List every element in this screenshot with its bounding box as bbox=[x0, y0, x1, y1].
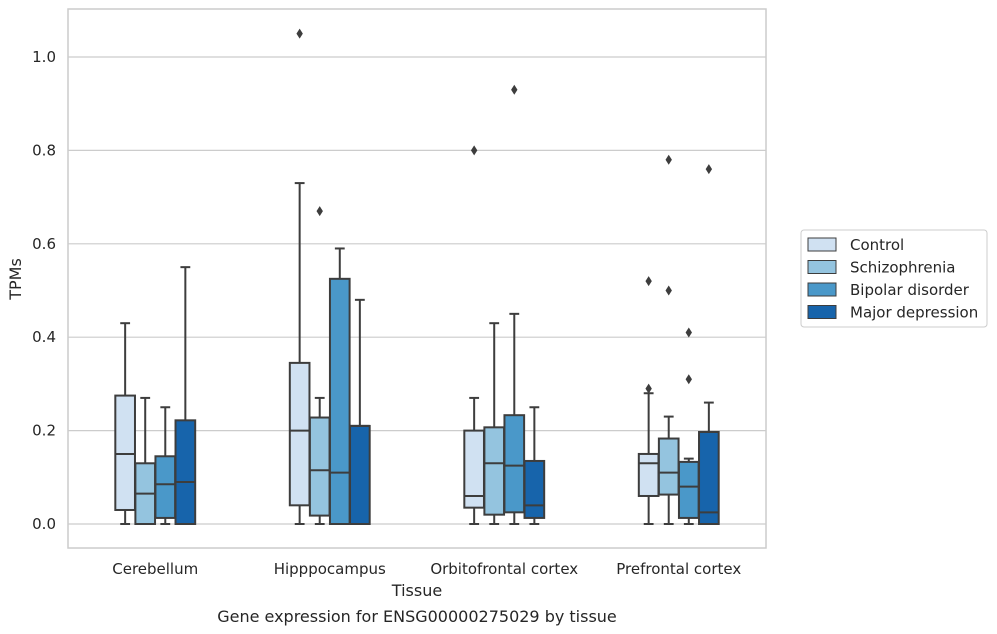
iqr-box bbox=[483, 426, 506, 516]
x-tick-labels: Cerebellum Hipppocampus Orbitofrontal cort… bbox=[112, 560, 741, 578]
iqr-box bbox=[523, 459, 546, 519]
iqr-box bbox=[154, 455, 177, 519]
y-tick-label: 0.0 bbox=[32, 515, 56, 533]
legend-swatch bbox=[807, 260, 837, 274]
iqr-box bbox=[308, 416, 331, 517]
outlier-point bbox=[296, 28, 303, 39]
box-3-3 bbox=[698, 164, 720, 526]
plot-frame bbox=[67, 8, 767, 549]
legend: Control Schizophrenia Bipolar disorder Majo… bbox=[800, 229, 988, 328]
outlier-point bbox=[511, 84, 518, 95]
boxes bbox=[114, 28, 720, 526]
x-axis-label: Tissue bbox=[391, 581, 442, 600]
box-1-2 bbox=[328, 247, 351, 526]
iqr-box bbox=[637, 452, 660, 497]
y-tick-label: 0.6 bbox=[32, 235, 56, 253]
x-tick-label: Cerebellum bbox=[112, 560, 198, 578]
y-tick-label: 1.0 bbox=[32, 48, 56, 66]
iqr-box bbox=[698, 431, 720, 526]
box-3-0 bbox=[637, 276, 660, 525]
iqr-box bbox=[174, 419, 197, 525]
y-axis-label: TPMs bbox=[6, 258, 25, 301]
y-tick-labels: 0.0 0.2 0.4 0.6 0.8 1.0 bbox=[32, 48, 56, 533]
box-3-2 bbox=[677, 327, 700, 525]
box-2-1 bbox=[483, 322, 506, 525]
box-1-3 bbox=[349, 298, 371, 525]
outlier-point bbox=[685, 327, 692, 338]
outlier-point bbox=[316, 206, 323, 217]
iqr-box bbox=[288, 361, 311, 507]
legend-label: Control bbox=[850, 236, 904, 254]
box-3-1 bbox=[657, 154, 680, 525]
x-tick-label: Prefrontal cortex bbox=[616, 560, 741, 578]
y-tick-label: 0.4 bbox=[32, 328, 56, 346]
box-0-0 bbox=[114, 322, 136, 525]
legend-swatch bbox=[807, 305, 837, 319]
iqr-box bbox=[328, 277, 351, 526]
iqr-box bbox=[503, 414, 526, 514]
box-1-0 bbox=[288, 28, 311, 525]
outlier-point bbox=[665, 285, 672, 296]
iqr-box bbox=[114, 394, 136, 511]
legend-frame bbox=[800, 229, 988, 328]
box-1-1 bbox=[308, 206, 331, 525]
outlier-point bbox=[705, 164, 713, 175]
chart-caption: Gene expression for ENSG00000275029 by t… bbox=[217, 607, 617, 626]
iqr-box bbox=[657, 437, 680, 496]
legend-swatch bbox=[807, 282, 837, 297]
x-tick-label: Orbitofrontal cortex bbox=[430, 560, 578, 578]
outlier-point bbox=[685, 374, 692, 385]
outlier-point bbox=[665, 154, 672, 165]
box-0-1 bbox=[134, 396, 157, 526]
y-tick-label: 0.8 bbox=[32, 141, 56, 159]
iqr-box bbox=[677, 460, 700, 519]
outlier-point bbox=[470, 145, 478, 156]
box-2-0 bbox=[463, 145, 485, 525]
legend-label: Bipolar disorder bbox=[850, 281, 970, 299]
iqr-box bbox=[349, 424, 371, 525]
y-tick-label: 0.2 bbox=[32, 422, 56, 440]
outlier-point bbox=[645, 276, 652, 287]
legend-label: Schizophrenia bbox=[850, 259, 955, 277]
outlier-point bbox=[645, 383, 652, 394]
box-0-3 bbox=[174, 266, 197, 525]
box-0-2 bbox=[154, 406, 177, 525]
box-2-3 bbox=[523, 406, 546, 525]
legend-label: Major depression bbox=[850, 304, 978, 322]
x-tick-label: Hipppocampus bbox=[274, 560, 386, 578]
legend-swatch bbox=[807, 237, 837, 252]
